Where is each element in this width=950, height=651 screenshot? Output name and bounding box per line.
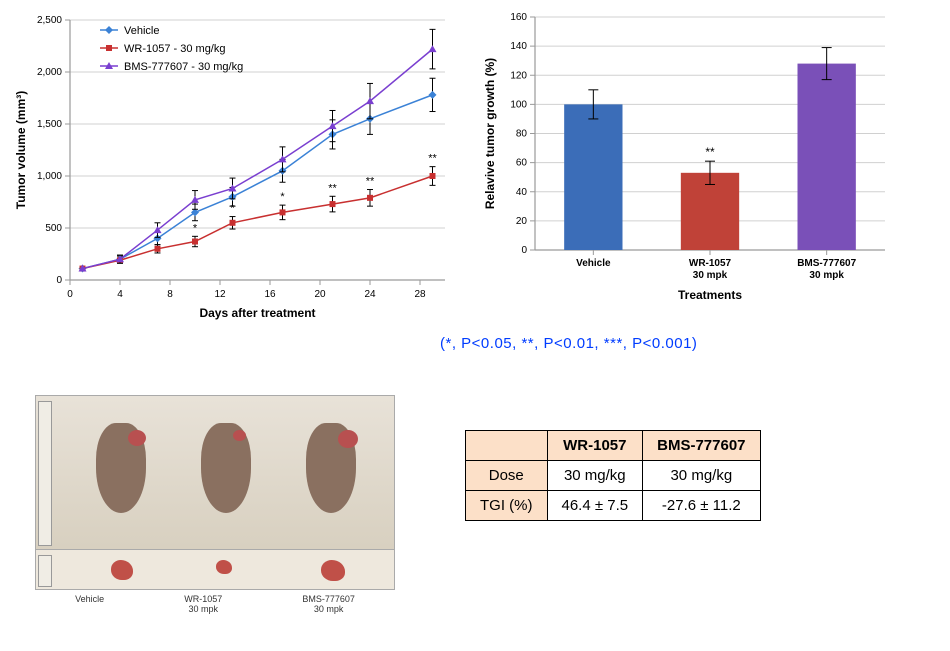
table-header-empty (466, 431, 548, 461)
svg-text:Days after treatment: Days after treatment (199, 306, 315, 320)
mouse-photo-panel: Vehicle WR-105730 mpk BMS-77760730 mpk (35, 395, 395, 614)
table-row-label: Dose (466, 461, 548, 491)
tumor-photo (35, 550, 395, 590)
svg-text:24: 24 (364, 289, 376, 300)
svg-text:**: ** (705, 145, 715, 159)
svg-text:100: 100 (510, 99, 527, 110)
svg-text:120: 120 (510, 70, 527, 81)
svg-text:**: ** (428, 153, 437, 165)
table-header: BMS-777607 (643, 431, 760, 461)
photo-label: WR-105730 mpk (184, 594, 222, 614)
svg-text:20: 20 (314, 289, 326, 300)
tumor-volume-line-chart: 0 4 8 12 16 20 24 28 0 500 1,000 1,500 2,000 2,500 Day… (10, 5, 460, 330)
svg-text:**: ** (366, 176, 375, 188)
ruler-icon (38, 555, 52, 587)
svg-text:40: 40 (516, 187, 528, 198)
svg-text:30 mpk: 30 mpk (809, 270, 844, 281)
svg-text:Treatments: Treatments (678, 288, 742, 302)
svg-text:Vehicle: Vehicle (576, 258, 611, 269)
svg-text:0: 0 (67, 289, 73, 300)
svg-text:0: 0 (521, 245, 527, 256)
svg-text:*: * (230, 203, 235, 215)
svg-text:Tumor volume (mm³): Tumor volume (mm³) (14, 91, 28, 209)
photo-label: Vehicle (75, 594, 104, 614)
photo-label: BMS-77760730 mpk (302, 594, 355, 614)
svg-text:*: * (280, 191, 285, 203)
svg-text:80: 80 (516, 129, 528, 140)
svg-text:2,500: 2,500 (37, 15, 62, 26)
svg-text:1,500: 1,500 (37, 119, 62, 130)
svg-text:30 mpk: 30 mpk (693, 270, 728, 281)
svg-text:28: 28 (414, 289, 426, 300)
svg-text:140: 140 (510, 41, 527, 52)
pvalue-legend: (*, P<0.05, **, P<0.01, ***, P<0.001) (440, 335, 697, 352)
svg-text:0: 0 (56, 275, 62, 286)
ruler-icon (38, 401, 52, 546)
svg-text:WR-1057: WR-1057 (689, 258, 732, 269)
svg-text:Vehicle: Vehicle (124, 25, 159, 37)
table-cell: 46.4 ± 7.5 (547, 491, 643, 521)
svg-text:4: 4 (117, 289, 123, 300)
svg-text:160: 160 (510, 12, 527, 23)
svg-text:WR-1057 - 30 mg/kg: WR-1057 - 30 mg/kg (124, 43, 225, 55)
table-row-label: TGI (%) (466, 491, 548, 521)
svg-text:BMS-777607: BMS-777607 (797, 258, 856, 269)
svg-text:8: 8 (167, 289, 173, 300)
table-header: WR-1057 (547, 431, 643, 461)
svg-text:**: ** (328, 182, 337, 194)
relative-growth-bar-chart: 020406080100120140160Vehicle**WR-105730 … (480, 5, 900, 330)
svg-text:20: 20 (516, 216, 528, 227)
svg-text:16: 16 (264, 289, 276, 300)
svg-text:*: * (193, 222, 198, 234)
mouse-photo (35, 395, 395, 550)
svg-text:12: 12 (214, 289, 226, 300)
table-cell: -27.6 ± 11.2 (643, 491, 760, 521)
svg-text:500: 500 (45, 223, 62, 234)
svg-text:BMS-777607 - 30 mg/kg: BMS-777607 - 30 mg/kg (124, 61, 243, 73)
photo-labels: Vehicle WR-105730 mpk BMS-77760730 mpk (35, 594, 395, 614)
svg-text:60: 60 (516, 158, 528, 169)
tgi-table: WR-1057 BMS-777607 Dose 30 mg/kg 30 mg/k… (465, 430, 761, 521)
table-cell: 30 mg/kg (643, 461, 760, 491)
svg-text:2,000: 2,000 (37, 67, 62, 78)
svg-text:Relavive tumor growth (%): Relavive tumor growth (%) (483, 58, 497, 209)
svg-text:1,000: 1,000 (37, 171, 62, 182)
table-cell: 30 mg/kg (547, 461, 643, 491)
